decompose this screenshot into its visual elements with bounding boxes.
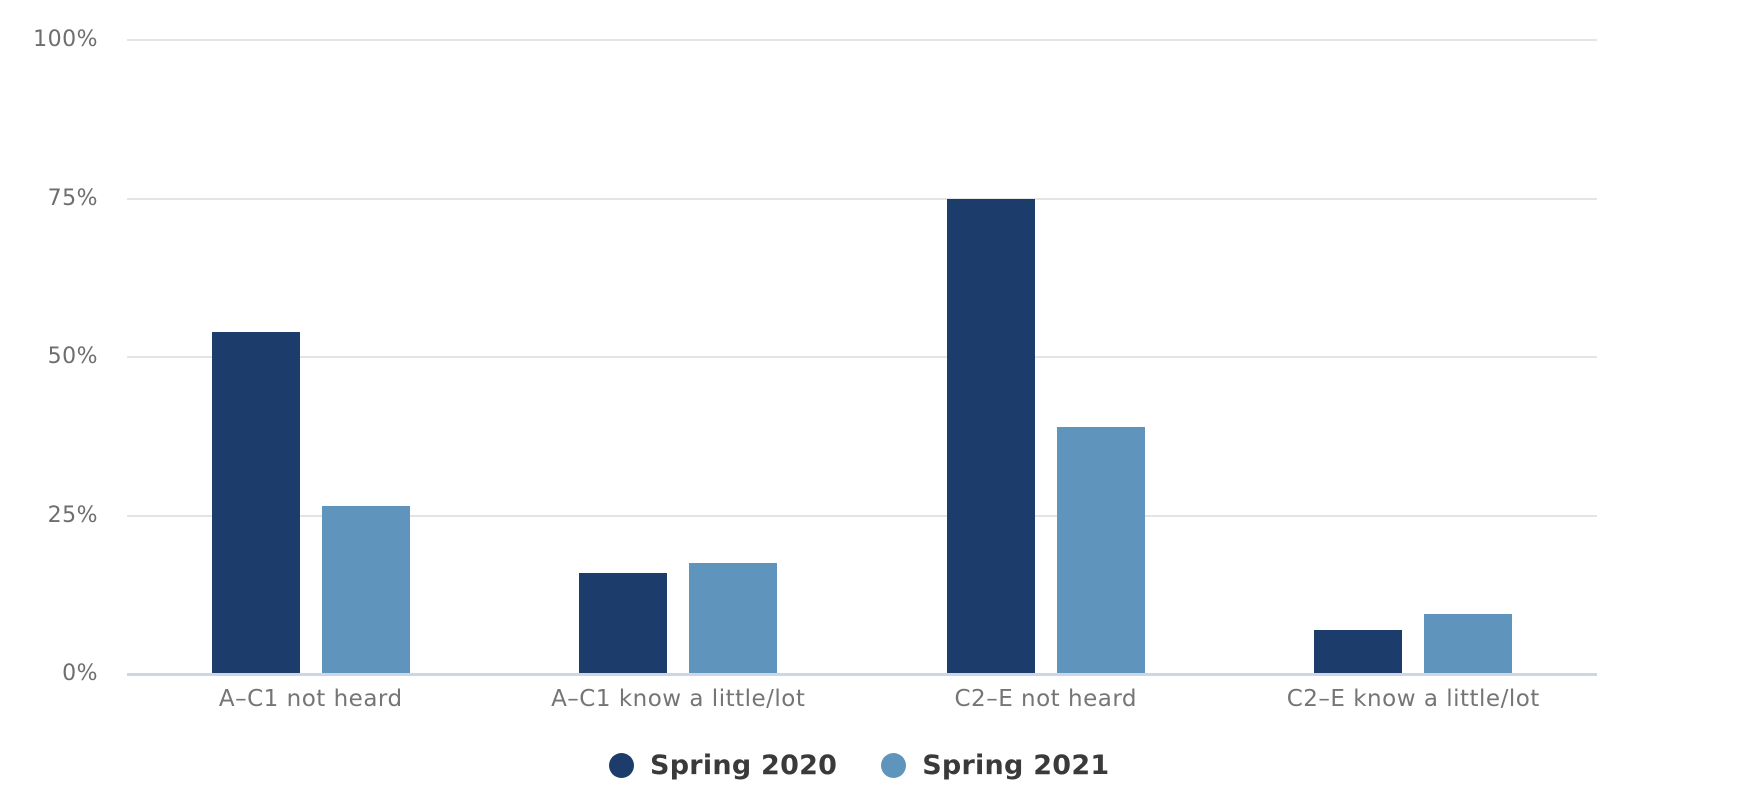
bar-series-1-category-3[interactable] [1424,613,1513,674]
legend-item-0[interactable]: Spring 2020 [609,750,837,781]
legend-label: Spring 2020 [650,750,838,781]
legend: Spring 2020 Spring 2021 [609,750,1109,781]
gridline-25 [127,514,1597,517]
bar-series-0-category-1[interactable] [579,572,668,674]
y-tick-label-25: 25% [47,502,98,528]
y-tick-label-75: 75% [47,185,98,211]
legend-item-1[interactable]: Spring 2021 [881,750,1109,781]
x-axis-line [127,673,1597,676]
x-axis-labels: A–C1 not heard A–C1 know a little/lot C2–E… [127,686,1597,712]
bar-groups [127,40,1597,674]
bar-series-1-category-2[interactable] [1056,426,1145,674]
x-axis-label-0: A–C1 not heard [218,686,403,712]
y-tick-label-50: 50% [47,344,98,369]
gridline-75 [127,197,1597,200]
bar-group-0 [127,40,495,674]
bar-series-0-category-3[interactable] [1314,629,1403,674]
bar-group-3 [1230,40,1598,674]
legend-marker-icon [609,753,634,778]
bar-series-0-category-2[interactable] [946,198,1035,674]
x-axis-label-2: C2–E not heard [954,686,1137,712]
legend-marker-icon [881,753,907,778]
bar-group-1 [495,40,863,674]
bar-series-0-category-0[interactable] [211,331,300,674]
x-axis-label-1: A–C1 know a little/lot [551,686,806,712]
gridline-50 [127,356,1597,358]
y-tick-label-0: 0% [62,661,98,686]
bar-series-1-category-1[interactable] [689,563,778,674]
bar-series-1-category-0[interactable] [321,506,410,674]
plot-area [127,39,1597,676]
legend-label: Spring 2021 [922,750,1110,781]
x-axis-label-3: C2–E know a little/lot [1286,686,1540,712]
y-tick-label-100: 100% [33,27,98,52]
gridline-100 [127,39,1597,41]
bar-group-2 [862,40,1230,674]
